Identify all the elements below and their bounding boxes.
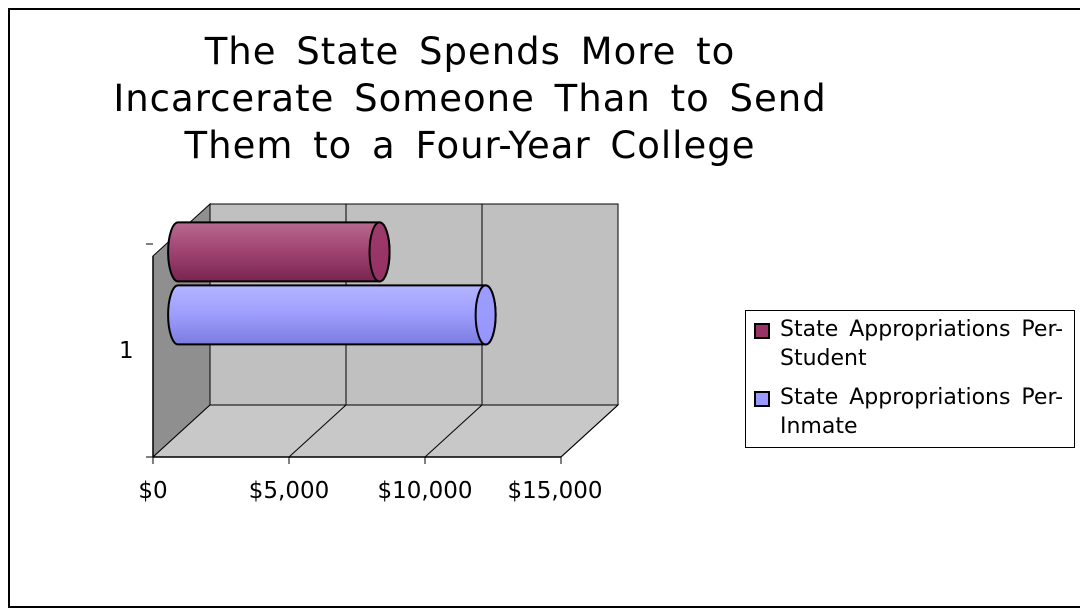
bar-0-body	[167, 221, 391, 283]
chart-bars	[167, 221, 497, 346]
x-tick-label-3: $15,000	[507, 478, 603, 504]
legend-swatch-per-student	[754, 323, 770, 339]
gridline-floor-1	[288, 404, 347, 458]
gridline-floor-2	[424, 404, 483, 458]
bar-0-cap	[368, 221, 391, 283]
chart-plot	[146, 202, 620, 464]
bar-1-cap	[474, 284, 497, 346]
legend-swatch-per-inmate	[754, 391, 770, 407]
category-label: 1	[119, 338, 134, 364]
bar-1-body	[167, 284, 497, 346]
gridline-floor-3	[560, 404, 619, 458]
x-tick-label-2: $10,000	[377, 478, 473, 504]
chart-title: The State Spends More to Incarcerate Som…	[113, 30, 827, 167]
chart-axes	[146, 243, 562, 464]
floor	[151, 404, 620, 458]
x-tick-label-0: $0	[138, 478, 168, 504]
legend-label-per-student: State Appropriations Per-Student	[780, 317, 1064, 371]
legend-label-per-inmate: State Appropriations Per-Inmate	[780, 385, 1064, 439]
chart-legend: State Appropriations Per-Student State A…	[745, 310, 1075, 448]
x-tick-label-1: $5,000	[248, 478, 330, 504]
